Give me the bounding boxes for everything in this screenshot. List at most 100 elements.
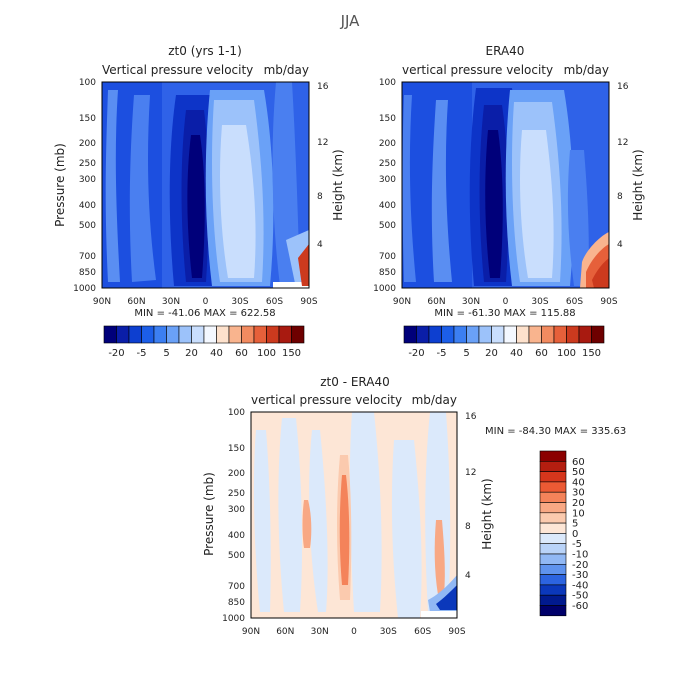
contour-band (434, 520, 445, 595)
tick-label: 850 (79, 268, 96, 278)
colorbar-swatch (441, 325, 455, 344)
colorbar-swatch (216, 325, 230, 344)
colorbar-swatch (591, 325, 605, 344)
colorbar-label: -30 (572, 570, 588, 581)
tick-label: 700 (379, 252, 396, 262)
tick-label: 60S (566, 297, 583, 307)
tick-label: 8 (317, 192, 323, 202)
tick-label: 12 (317, 138, 328, 148)
panel-title: zt0 (yrs 1-1) (168, 44, 242, 58)
no-data-mask (421, 611, 457, 618)
colorbar-swatch (566, 325, 580, 344)
colorbar: -20 -5 5 20 40 60 100 150 (403, 325, 605, 359)
plot-frame (250, 411, 458, 619)
colorbar-swatch (539, 481, 567, 493)
colorbar-swatch (539, 533, 567, 545)
contour-band (436, 585, 457, 610)
colorbar-swatch (253, 325, 267, 344)
colorbar-swatch (539, 522, 567, 534)
tick-label: 150 (379, 114, 396, 124)
tick-label: 60S (266, 297, 283, 307)
colorbar-label: 20 (572, 498, 585, 509)
panel-subtitle: vertical pressure velocity (251, 393, 402, 407)
colorbar-label: -40 (572, 580, 588, 591)
panel-units: mb/day (264, 63, 309, 77)
panel-difference: zt0 - ERA40 vertical pressure velocity m… (202, 375, 626, 637)
contour-band (520, 130, 554, 278)
no-data-mask (273, 282, 309, 288)
tick-label: 850 (228, 598, 245, 608)
contour-band (298, 244, 309, 286)
tick-label: 60N (276, 627, 294, 637)
panel-units: mb/day (564, 63, 609, 77)
tick-label: 100 (79, 78, 96, 88)
colorbar-label: -5 (137, 348, 147, 359)
colorbar-label: 30 (572, 488, 585, 499)
colorbar-swatch (516, 325, 530, 344)
plot-area (250, 411, 458, 619)
colorbar-swatch (539, 594, 567, 606)
y-axis-label: Pressure (mb) (53, 143, 67, 227)
colorbar-swatch (103, 325, 117, 344)
tick-label: 8 (465, 522, 471, 532)
tick-label: 90S (300, 297, 317, 307)
tick-label: 1000 (222, 614, 245, 624)
colorbar-swatch (503, 325, 517, 344)
colorbar-swatch (116, 325, 130, 344)
tick-label: 200 (379, 139, 396, 149)
colorbar-label: 5 (463, 348, 469, 359)
colorbar-label: 20 (185, 348, 198, 359)
tick-label: 250 (379, 159, 396, 169)
y-axis-right-label: Height (km) (480, 478, 494, 549)
colorbar-swatch (539, 543, 567, 555)
y-axis-right: 16 12 8 4 Height (km) (465, 412, 494, 581)
contour-band (129, 95, 156, 282)
contour-band (272, 82, 300, 286)
colorbar-swatch (128, 325, 142, 344)
tick-label: 60S (414, 627, 431, 637)
colorbar-label: -20 (572, 560, 588, 571)
colorbar-swatch (491, 325, 505, 344)
tick-label: 12 (465, 468, 476, 478)
colorbar-swatch (539, 512, 567, 524)
tick-label: 100 (379, 78, 396, 88)
colorbar-swatch (539, 553, 567, 565)
contour-band (105, 90, 120, 282)
min-max-text: MIN = -84.30 MAX = 335.63 (485, 426, 626, 437)
tick-label: 150 (228, 444, 245, 454)
contour-band (431, 100, 452, 282)
colorbar-swatch (228, 325, 242, 344)
tick-label: 400 (79, 201, 96, 211)
colorbar-swatch (266, 325, 280, 344)
colorbar-swatch (453, 325, 467, 344)
colorbar: -20 -5 5 20 40 60 100 150 (103, 325, 305, 359)
tick-label: 4 (617, 240, 623, 250)
tick-label: 16 (617, 82, 629, 92)
tick-label: 250 (79, 159, 96, 169)
tick-label: 90S (600, 297, 617, 307)
tick-label: 200 (228, 469, 245, 479)
x-axis: 90N 60N 30N 0 30S 60S 90S (242, 627, 466, 637)
tick-label: 4 (317, 240, 323, 250)
panel-units: mb/day (412, 393, 457, 407)
contour-band (391, 440, 422, 618)
tick-label: 700 (228, 582, 245, 592)
tick-label: 30S (531, 297, 548, 307)
tick-label: 300 (79, 175, 96, 185)
colorbar-swatch (203, 325, 217, 344)
panel-subtitle: vertical pressure velocity (402, 63, 553, 77)
y-axis-right-label: Height (km) (331, 149, 345, 220)
colorbar-label: -10 (572, 550, 588, 561)
y-axis: 100 150 200 250 300 400 500 700 850 1000… (202, 408, 245, 624)
contour-band (592, 258, 609, 288)
tick-label: 300 (228, 505, 245, 515)
tick-label: 8 (617, 192, 623, 202)
tick-label: 16 (465, 412, 477, 422)
colorbar-label: 5 (163, 348, 169, 359)
y-axis-right-label: Height (km) (631, 149, 645, 220)
tick-label: 30N (311, 627, 329, 637)
y-axis-label: Pressure (mb) (202, 472, 216, 556)
tick-label: 90S (448, 627, 465, 637)
tick-label: 90N (393, 297, 411, 307)
